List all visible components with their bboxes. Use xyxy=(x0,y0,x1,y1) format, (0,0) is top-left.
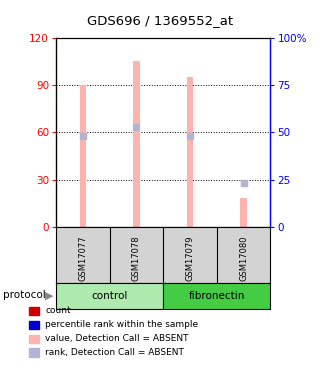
Text: value, Detection Call = ABSENT: value, Detection Call = ABSENT xyxy=(45,334,189,343)
Bar xyxy=(133,61,140,227)
Text: GSM17077: GSM17077 xyxy=(78,236,87,281)
Text: GSM17078: GSM17078 xyxy=(132,236,141,281)
Text: GSM17079: GSM17079 xyxy=(186,236,195,281)
Bar xyxy=(240,198,247,227)
Text: GDS696 / 1369552_at: GDS696 / 1369552_at xyxy=(87,14,233,27)
Text: percentile rank within the sample: percentile rank within the sample xyxy=(45,320,199,329)
Text: protocol: protocol xyxy=(3,291,46,300)
Point xyxy=(241,180,246,186)
Point xyxy=(80,133,85,139)
Point xyxy=(188,133,193,139)
Text: ▶: ▶ xyxy=(45,291,54,300)
Bar xyxy=(80,85,86,227)
Text: rank, Detection Call = ABSENT: rank, Detection Call = ABSENT xyxy=(45,348,184,357)
Text: count: count xyxy=(45,306,71,315)
Point xyxy=(134,123,139,129)
Text: control: control xyxy=(92,291,128,301)
Bar xyxy=(187,77,193,227)
Text: GSM17080: GSM17080 xyxy=(239,236,248,281)
Text: fibronectin: fibronectin xyxy=(188,291,245,301)
